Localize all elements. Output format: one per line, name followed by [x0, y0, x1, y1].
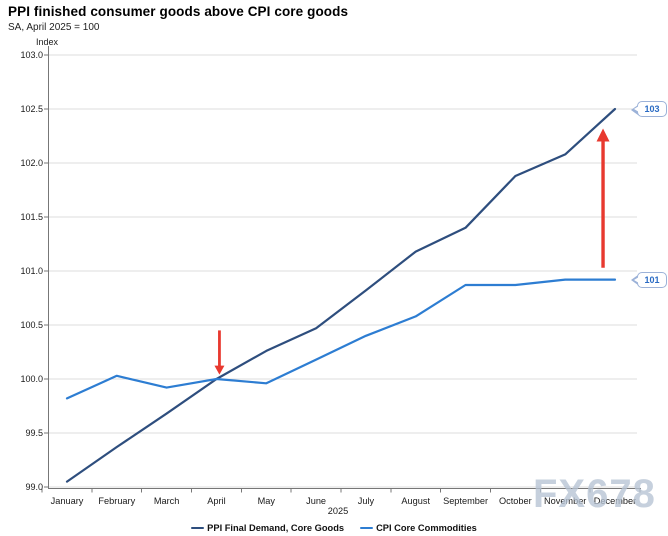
y-axis-title: Index	[36, 37, 59, 47]
x-tick-label: March	[154, 496, 180, 506]
y-tick-label: 100.5	[20, 320, 43, 330]
callout-value: 103	[644, 104, 660, 114]
callout-value: 101	[644, 274, 660, 285]
y-tick-label: 100.0	[20, 374, 43, 384]
y-tick-label: 101.0	[20, 266, 43, 276]
y-tick-label: 102.5	[20, 104, 43, 114]
series-line-0	[65, 107, 617, 483]
x-tick-label: December	[594, 496, 636, 506]
legend: PPI Final Demand, Core Goods CPI Core Co…	[0, 520, 668, 536]
legend-label-cpi: CPI Core Commodities	[376, 523, 477, 533]
legend-line-swatch-ppi	[191, 526, 205, 530]
series-line-1	[65, 278, 617, 400]
x-tick-label: August	[401, 496, 430, 506]
x-tick-label: June	[306, 496, 326, 506]
x-tick-label: October	[499, 496, 532, 506]
x-tick-label: February	[98, 496, 135, 506]
end-value-callout-ppi: 103	[631, 101, 667, 117]
x-axis-year-label: 2025	[328, 506, 348, 516]
x-tick-label: September	[443, 496, 488, 506]
legend-label-ppi: PPI Final Demand, Core Goods	[207, 523, 345, 533]
x-tick-label: May	[258, 496, 276, 506]
x-tick-label: January	[51, 496, 84, 506]
y-tick-label: 103.0	[20, 50, 43, 60]
chart-subtitle: SA, April 2025 = 100	[8, 22, 100, 33]
legend-item-cpi: CPI Core Commodities	[360, 523, 477, 533]
legend-line-swatch-cpi	[360, 526, 374, 530]
y-tick-label: 99.5	[25, 428, 43, 438]
down-arrow-icon	[214, 365, 225, 375]
x-tick-label: April	[207, 496, 225, 506]
y-tick-label: 99.0	[25, 482, 43, 492]
x-tick-label: November	[544, 496, 586, 506]
y-tick-label: 102.0	[20, 158, 43, 168]
end-value-callout-cpi: 101	[631, 271, 667, 288]
y-tick-label: 101.5	[20, 212, 43, 222]
up-arrow-icon	[596, 128, 610, 142]
x-tick-label: July	[358, 496, 375, 506]
chart-title: PPI finished consumer goods above CPI co…	[8, 4, 349, 19]
legend-item-ppi: PPI Final Demand, Core Goods	[191, 523, 344, 533]
